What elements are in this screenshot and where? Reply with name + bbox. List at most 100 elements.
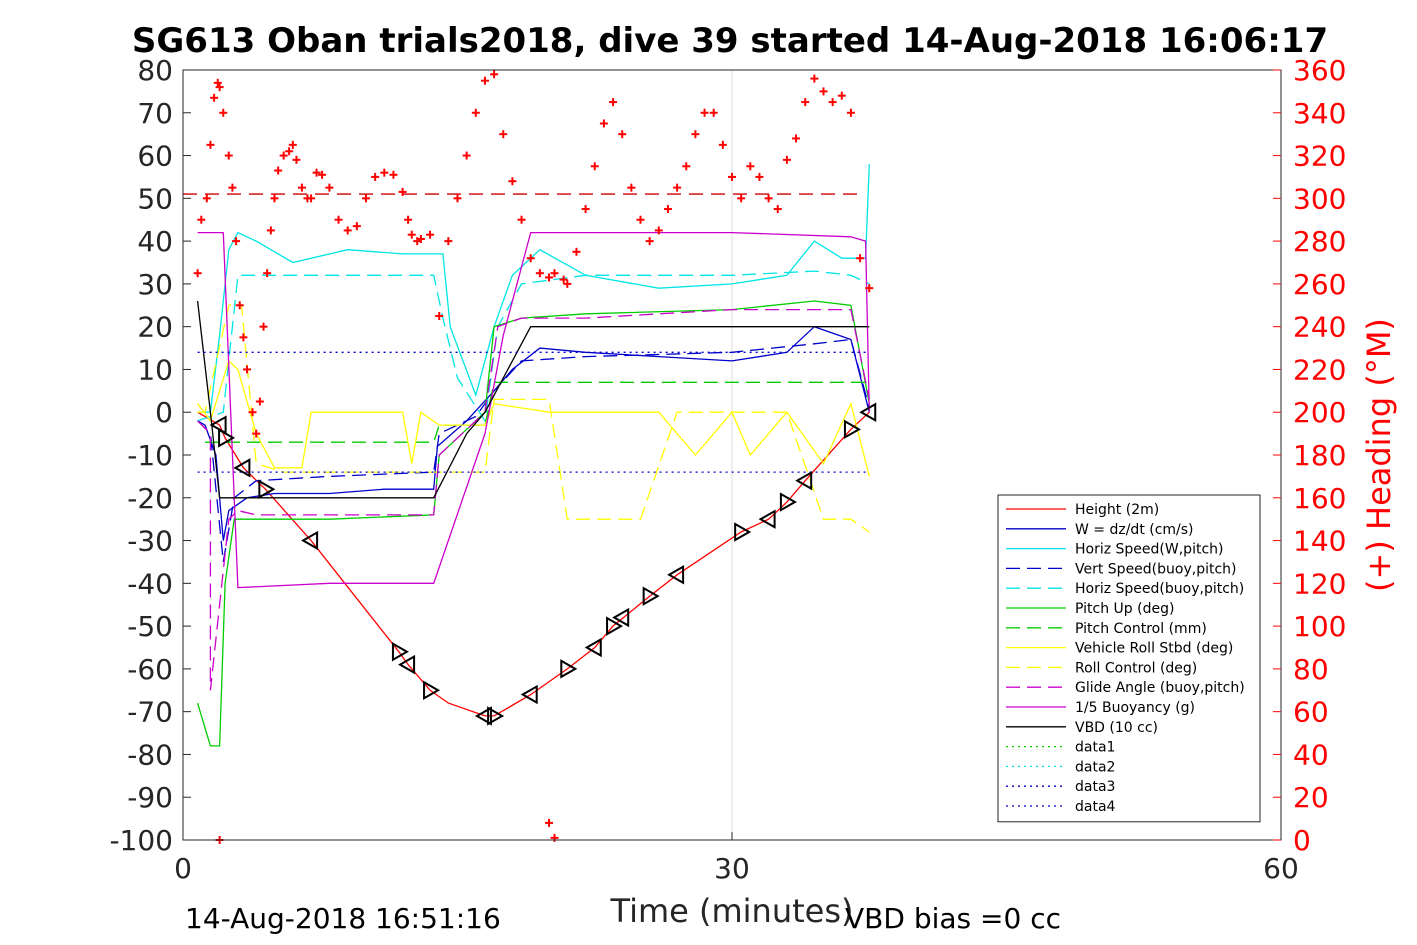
y2-tick-label: 0 — [1293, 824, 1311, 857]
heading-point — [352, 222, 361, 231]
heading-point — [709, 108, 718, 117]
heading-outlier-point — [550, 833, 559, 842]
legend-label: Pitch Up (deg) — [1075, 601, 1174, 617]
heading-point — [371, 172, 380, 181]
y2-tick-label: 140 — [1293, 525, 1346, 558]
y2-tick-label: 280 — [1293, 225, 1346, 258]
heading-point — [764, 194, 773, 203]
y-tick-label: 70 — [137, 97, 173, 130]
y-tick-label: -70 — [127, 696, 173, 729]
y2-tick-label: 200 — [1293, 396, 1346, 429]
y-tick-label: -60 — [127, 653, 173, 686]
chart-title: SG613 Oban trials2018, dive 39 started 1… — [132, 21, 1328, 61]
y2-axis-label: (+) Heading (°M) — [1360, 318, 1398, 592]
heading-point — [462, 151, 471, 160]
heading-point — [550, 269, 559, 278]
y2-tick-label: 300 — [1293, 182, 1346, 215]
heading-point — [618, 130, 627, 139]
heading-point — [609, 98, 618, 107]
heading-point — [517, 215, 526, 224]
series-line-1 — [197, 325, 870, 541]
legend-entry: Vehicle Roll Stbd (deg) — [1006, 641, 1233, 657]
series-line-11 — [196, 300, 870, 499]
heading-point — [828, 98, 837, 107]
heading-point — [718, 140, 727, 149]
y2-tick-label: 180 — [1293, 439, 1346, 472]
legend-label: 1/5 Buoyancy (g) — [1075, 700, 1195, 716]
y-tick-label: -50 — [127, 610, 173, 643]
y2-tick-label: 220 — [1293, 353, 1346, 386]
heading-point — [263, 269, 272, 278]
heading-point — [255, 397, 264, 406]
height-marker — [258, 479, 276, 499]
y-tick-label: -10 — [127, 439, 173, 472]
legend-entry: data1 — [1006, 740, 1115, 756]
y2-tick-label: 40 — [1293, 738, 1329, 771]
heading-point — [846, 108, 855, 117]
heading-point — [292, 155, 301, 164]
heading-point — [636, 215, 645, 224]
height-marker — [758, 509, 776, 529]
heading-point — [435, 311, 444, 320]
legend-box — [997, 494, 1261, 823]
heading-point — [285, 147, 294, 156]
y-tick-label: -30 — [127, 525, 173, 558]
heading-point — [728, 172, 736, 181]
legend-label: Glide Angle (buoy,pitch) — [1075, 680, 1245, 696]
heading-outlier-point — [545, 818, 553, 827]
heading-point — [243, 365, 252, 374]
heading-point — [480, 76, 489, 85]
heading-point — [239, 333, 248, 342]
heading-point — [801, 98, 810, 107]
heading-point — [563, 279, 572, 288]
height-marker — [795, 470, 813, 491]
legend-label: data2 — [1075, 759, 1115, 775]
heading-point — [197, 215, 206, 224]
heading-point — [810, 74, 819, 83]
y2-tick-label: 120 — [1293, 567, 1346, 600]
series-line-10 — [197, 231, 870, 589]
legend-label: VBD (10 cc) — [1075, 720, 1158, 736]
heading-point — [334, 215, 343, 224]
legend-entry: VBD (10 cc) — [1006, 720, 1158, 736]
heading-point — [224, 151, 233, 160]
y-tick-label: 20 — [137, 311, 173, 344]
chart-legend: Height (2m) W = dz/dt (cm/s) Horiz Speed(W… — [997, 494, 1261, 823]
legend-entry: 1/5 Buoyancy (g) — [1006, 700, 1195, 716]
height-marker — [398, 654, 416, 675]
legend-entry: Pitch Up (deg) — [1006, 601, 1174, 617]
heading-point — [389, 170, 398, 179]
legend-label: data3 — [1075, 779, 1115, 795]
y-tick-label: -20 — [127, 482, 173, 515]
y-tick-label: 60 — [137, 140, 173, 173]
heading-point — [259, 322, 268, 331]
heading-point — [700, 108, 709, 117]
heading-point — [398, 187, 407, 196]
heading-point — [865, 284, 874, 293]
height-marker — [233, 458, 251, 478]
heading-point — [856, 254, 865, 263]
legend-entry: data2 — [1006, 759, 1115, 775]
heading-point — [453, 194, 462, 203]
y2-tick-label: 20 — [1293, 781, 1329, 814]
x-tick-label: 30 — [714, 852, 750, 885]
heading-point — [193, 269, 202, 278]
heading-point — [407, 230, 416, 239]
heading-point — [416, 234, 425, 243]
heading-point — [837, 91, 846, 100]
legend-entry: Vert Speed(buoy,pitch) — [1006, 561, 1237, 577]
heading-point — [325, 183, 334, 192]
heading-point — [691, 130, 700, 139]
legend-entry: Horiz Speed(W,pitch) — [1006, 542, 1223, 558]
legend-entry: W = dz/dt (cm/s) — [1006, 522, 1194, 538]
height-marker — [734, 522, 752, 542]
heading-point — [215, 83, 224, 92]
series-line-0 — [197, 411, 870, 717]
heading-point — [572, 247, 581, 256]
x-tick-label: 0 — [174, 852, 192, 885]
heading-point — [318, 170, 327, 179]
y-tick-label: -90 — [127, 781, 173, 814]
legend-label: Vert Speed(buoy,pitch) — [1075, 561, 1237, 577]
heading-point — [380, 168, 389, 177]
